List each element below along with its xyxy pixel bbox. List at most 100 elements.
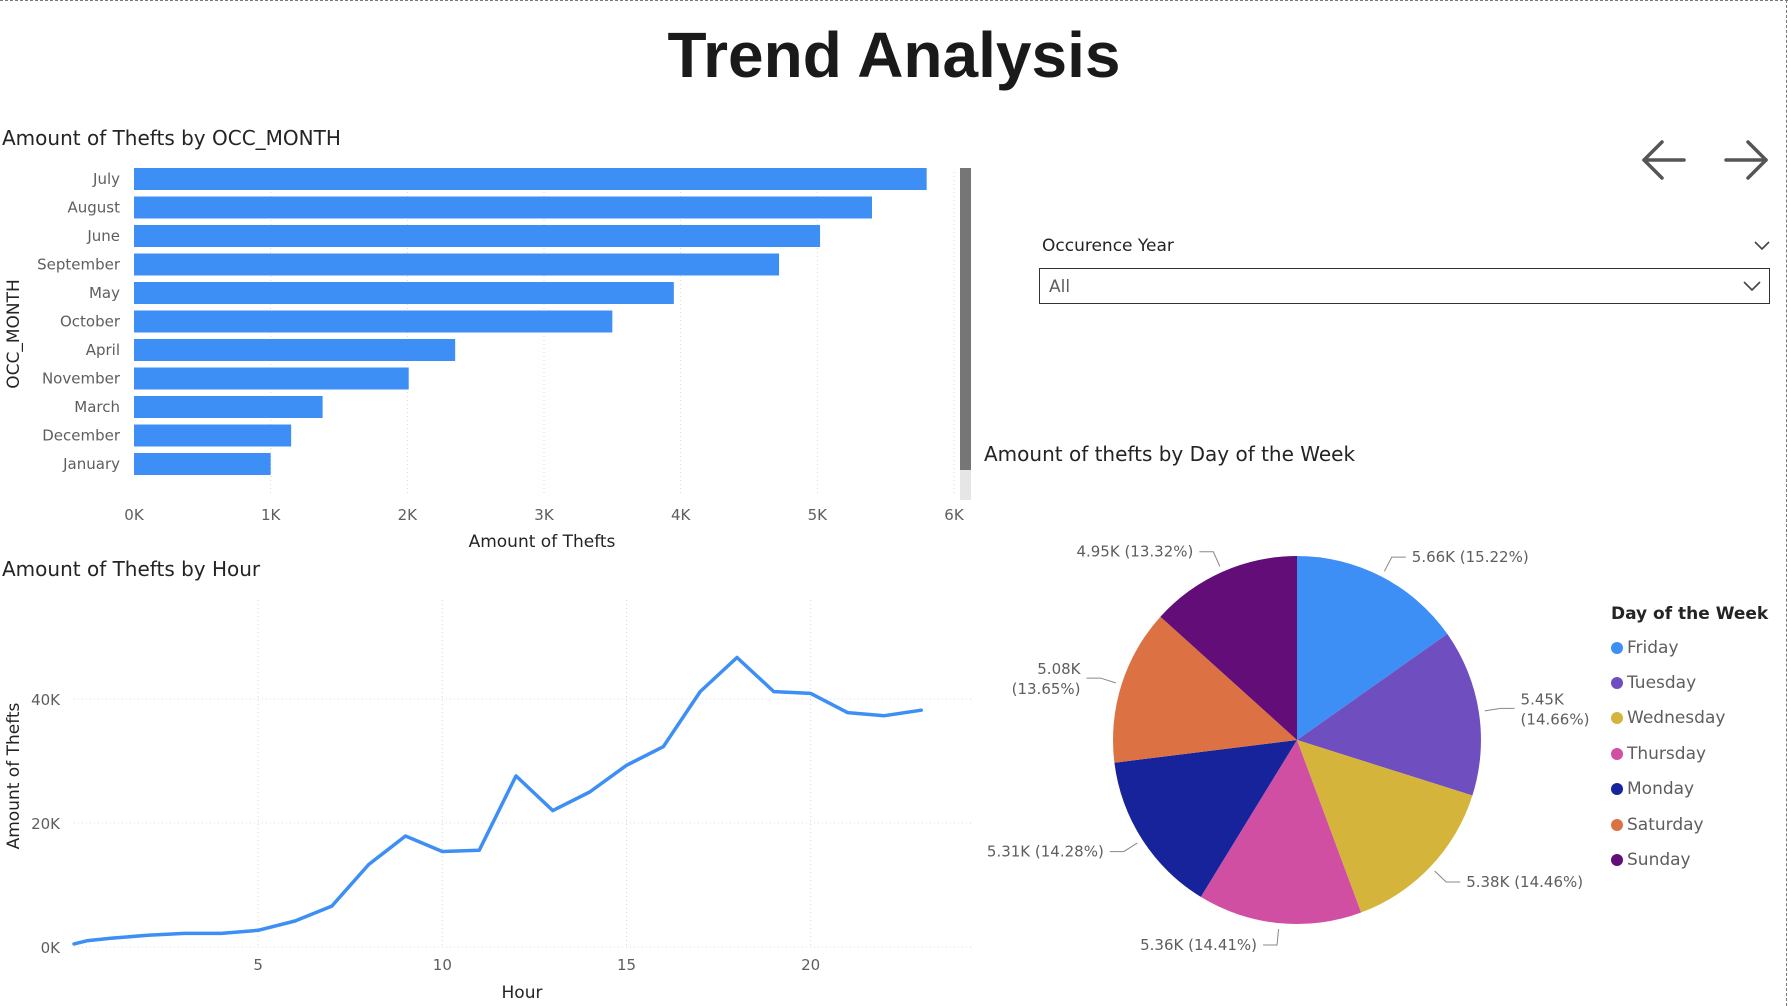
legend-marker bbox=[1611, 818, 1623, 831]
legend-label: Sunday bbox=[1627, 850, 1691, 871]
bar-chart-scrollbar-thumb[interactable] bbox=[960, 168, 971, 470]
line-point bbox=[846, 711, 849, 715]
legend-title: Day of the Week bbox=[1611, 604, 1769, 624]
y-tick-label: 0K bbox=[41, 939, 62, 957]
page-title: Trend Analysis bbox=[667, 19, 1121, 91]
y-tick-label: November bbox=[42, 370, 121, 388]
line-point bbox=[256, 928, 260, 932]
line-point bbox=[440, 850, 444, 853]
occurence-year-dropdown[interactable]: All bbox=[1039, 268, 1770, 304]
x-tick-label: 10 bbox=[433, 956, 452, 974]
arrow-left-icon[interactable] bbox=[1638, 134, 1690, 186]
legend-label: Friday bbox=[1627, 637, 1679, 658]
legend-item[interactable]: Saturday bbox=[1611, 807, 1781, 842]
bar bbox=[134, 396, 323, 418]
data-label: 5.45K bbox=[1521, 690, 1565, 708]
line-point bbox=[919, 708, 923, 712]
pie-chart: 5.66K (15.22%) 5.45K (14.66%) 5.38K (14.46%… bbox=[987, 543, 1590, 954]
legend-label: Saturday bbox=[1627, 814, 1704, 835]
x-tick-label: 15 bbox=[617, 956, 636, 974]
x-tick-label: 20 bbox=[801, 956, 820, 974]
line-point bbox=[735, 656, 739, 659]
leader-line bbox=[1383, 556, 1406, 572]
slicer-label: Occurence Year bbox=[1042, 236, 1174, 256]
line-point bbox=[551, 809, 555, 812]
line-chart-title: Amount of Thefts by Hour bbox=[2, 557, 261, 581]
data-label: 5.08K bbox=[1037, 660, 1081, 678]
line-point bbox=[588, 790, 592, 794]
bar bbox=[134, 310, 613, 333]
y-axis-title: OCC_MONTH bbox=[4, 279, 24, 389]
chevron-down-icon[interactable] bbox=[1741, 276, 1763, 296]
y-tick-label: January bbox=[62, 455, 120, 473]
line-point bbox=[183, 931, 186, 935]
chevron-down-icon[interactable] bbox=[1752, 236, 1772, 256]
y-tick-label: December bbox=[42, 427, 121, 445]
legend-item[interactable]: Tuesday bbox=[1611, 665, 1781, 700]
leader-line bbox=[1109, 842, 1138, 853]
pie-chart-title: Amount of thefts by Day of the Week bbox=[984, 442, 1356, 466]
legend-label: Wednesday bbox=[1627, 708, 1726, 729]
y-tick-label: June bbox=[86, 227, 120, 245]
bar bbox=[134, 424, 292, 447]
line-point bbox=[514, 774, 518, 778]
pie-slice bbox=[1114, 740, 1297, 897]
legend-item[interactable]: Wednesday bbox=[1611, 701, 1781, 736]
slicer-header[interactable]: Occurence Year bbox=[1042, 234, 1772, 262]
legend-marker bbox=[1611, 712, 1623, 725]
legend-item[interactable]: Friday bbox=[1611, 630, 1781, 665]
legend-marker bbox=[1611, 677, 1623, 690]
y-axis-title: Amount of Thefts bbox=[4, 702, 24, 849]
data-label: (13.65%) bbox=[1012, 680, 1081, 698]
y-tick-label: September bbox=[37, 256, 121, 274]
bar bbox=[134, 453, 271, 475]
line-point bbox=[293, 919, 297, 923]
pie-legend: Day of the Week Friday Tuesday Wednesday Th… bbox=[1611, 604, 1781, 878]
legend-label: Thursday bbox=[1627, 743, 1707, 764]
line-point bbox=[330, 904, 334, 908]
legend-marker bbox=[1611, 641, 1623, 654]
line-point bbox=[477, 848, 481, 852]
y-tick-label: May bbox=[89, 284, 120, 302]
line-point bbox=[882, 714, 886, 718]
legend-marker bbox=[1611, 854, 1623, 867]
bar bbox=[134, 339, 456, 361]
arrow-right-icon[interactable] bbox=[1720, 134, 1772, 186]
y-tick-label: July bbox=[92, 170, 120, 188]
leader-line bbox=[1086, 677, 1116, 684]
legend-marker bbox=[1611, 747, 1623, 760]
leader-line bbox=[1434, 870, 1461, 883]
pie-slice bbox=[1160, 556, 1297, 740]
legend-label: Monday bbox=[1627, 779, 1695, 800]
y-tick-label: 20K bbox=[31, 815, 61, 833]
line-point bbox=[404, 834, 407, 838]
leader-line bbox=[1263, 929, 1280, 946]
legend-marker bbox=[1611, 783, 1623, 796]
x-tick-label: 3K bbox=[534, 506, 555, 524]
data-label: 5.36K (14.41%) bbox=[1140, 936, 1257, 954]
pie-slice bbox=[1297, 556, 1448, 740]
bar-chart: July August June September May October April No… bbox=[4, 168, 965, 552]
y-tick-label: April bbox=[86, 341, 120, 359]
data-label: (14.66%) bbox=[1521, 710, 1590, 728]
legend-item[interactable]: Monday bbox=[1611, 772, 1781, 807]
bar bbox=[134, 168, 927, 190]
x-tick-label: 5 bbox=[253, 956, 263, 974]
data-label: 4.95K (13.32%) bbox=[1076, 543, 1193, 561]
line-point bbox=[85, 939, 89, 943]
x-tick-label: 1K bbox=[261, 506, 282, 524]
line-series bbox=[72, 655, 923, 946]
x-tick-label: 4K bbox=[671, 506, 692, 524]
data-label: 5.38K (14.46%) bbox=[1466, 873, 1583, 891]
slicer-value: All bbox=[1049, 277, 1071, 297]
line-point bbox=[625, 763, 628, 767]
y-tick-label: August bbox=[68, 199, 121, 217]
x-axis-title: Amount of Thefts bbox=[469, 532, 616, 552]
legend-item[interactable]: Sunday bbox=[1611, 842, 1781, 877]
line-point bbox=[72, 942, 76, 946]
legend-item[interactable]: Thursday bbox=[1611, 736, 1781, 771]
line-point bbox=[661, 745, 665, 749]
line-point bbox=[109, 936, 113, 940]
bar bbox=[134, 225, 821, 247]
y-tick-label: October bbox=[60, 313, 121, 331]
